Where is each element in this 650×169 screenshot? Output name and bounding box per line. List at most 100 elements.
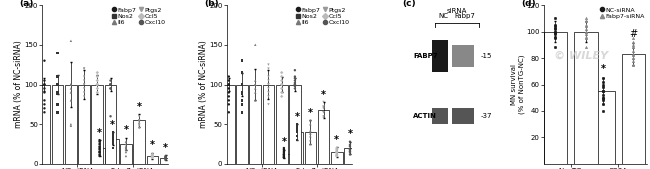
- Text: © WILEY: © WILEY: [554, 51, 608, 61]
- Point: [39, 111, 49, 114]
- Point: [161, 159, 171, 161]
- Point: [105, 83, 116, 86]
- Point: [134, 119, 144, 122]
- Point: [551, 24, 561, 26]
- Point: [224, 83, 234, 86]
- Y-axis label: MN survival
(% of NonTG-NC): MN survival (% of NonTG-NC): [512, 55, 525, 114]
- Point: [79, 87, 89, 90]
- Bar: [94, 148, 105, 164]
- Point: [107, 131, 118, 134]
- Text: *: *: [111, 120, 115, 130]
- Point: [580, 46, 591, 49]
- Point: [629, 46, 639, 49]
- Text: *: *: [308, 108, 313, 118]
- Point: [237, 71, 247, 74]
- Point: [237, 111, 247, 114]
- Point: [105, 87, 116, 90]
- Text: ACTIN: ACTIN: [413, 113, 437, 119]
- Point: [598, 86, 608, 89]
- Text: -15: -15: [481, 53, 492, 59]
- Point: [79, 79, 89, 82]
- Point: [276, 75, 287, 78]
- Point: [279, 150, 289, 153]
- Point: [94, 153, 105, 156]
- Point: [263, 83, 274, 86]
- Point: [66, 83, 76, 86]
- Point: [66, 91, 76, 94]
- Bar: [278, 154, 290, 164]
- Bar: [289, 84, 301, 164]
- Point: [318, 105, 329, 108]
- Bar: [78, 84, 90, 164]
- Bar: [52, 84, 64, 164]
- Point: [39, 83, 49, 86]
- Point: [134, 123, 144, 126]
- Point: [305, 119, 315, 122]
- Point: [580, 24, 591, 26]
- Point: [224, 99, 234, 102]
- Point: [290, 77, 300, 79]
- Text: siRNA: siRNA: [447, 8, 467, 14]
- Point: [224, 75, 234, 78]
- Bar: [291, 132, 303, 164]
- Text: *: *: [294, 112, 300, 122]
- Point: [551, 25, 561, 28]
- Point: [134, 119, 144, 122]
- Point: [107, 135, 118, 138]
- Bar: [120, 144, 132, 164]
- Point: [629, 46, 639, 49]
- Text: NC: NC: [439, 13, 448, 19]
- Point: [92, 83, 103, 86]
- Point: [629, 43, 639, 46]
- Bar: [133, 120, 145, 164]
- Text: *: *: [348, 129, 352, 139]
- Point: [598, 110, 608, 112]
- Point: [105, 79, 116, 82]
- Point: [580, 30, 591, 33]
- Point: [147, 155, 157, 157]
- Point: [292, 135, 302, 138]
- Point: [134, 124, 144, 127]
- Point: [263, 75, 274, 78]
- Point: [598, 77, 608, 79]
- Point: [551, 46, 561, 49]
- Point: [290, 83, 300, 86]
- Point: [250, 83, 261, 86]
- Point: [332, 155, 342, 157]
- Point: [53, 75, 63, 78]
- Point: [39, 79, 49, 82]
- Point: [629, 57, 639, 59]
- Point: [263, 87, 274, 90]
- Text: (c): (c): [402, 0, 416, 8]
- Point: [305, 129, 315, 132]
- Point: [92, 79, 103, 82]
- Text: *: *: [281, 137, 287, 147]
- Point: [224, 83, 234, 86]
- Point: [39, 99, 49, 102]
- Point: [224, 91, 234, 94]
- Point: [580, 28, 591, 30]
- Point: [276, 87, 287, 90]
- Point: [279, 148, 289, 151]
- Text: *: *: [601, 64, 606, 74]
- Point: [161, 155, 171, 157]
- Point: [598, 96, 608, 99]
- Point: [250, 99, 261, 102]
- Point: [53, 111, 63, 114]
- Point: [580, 37, 591, 40]
- Point: [224, 111, 234, 114]
- Point: [629, 59, 639, 62]
- Point: [279, 153, 289, 156]
- Point: [250, 43, 261, 46]
- Point: [53, 93, 63, 95]
- Point: [66, 123, 76, 126]
- Point: [551, 35, 561, 38]
- Point: [94, 145, 105, 148]
- Point: [107, 147, 118, 149]
- Point: [276, 71, 287, 74]
- Point: [134, 121, 144, 124]
- Bar: [107, 139, 118, 164]
- Point: [237, 103, 247, 106]
- Point: [79, 67, 89, 70]
- Bar: [65, 84, 77, 164]
